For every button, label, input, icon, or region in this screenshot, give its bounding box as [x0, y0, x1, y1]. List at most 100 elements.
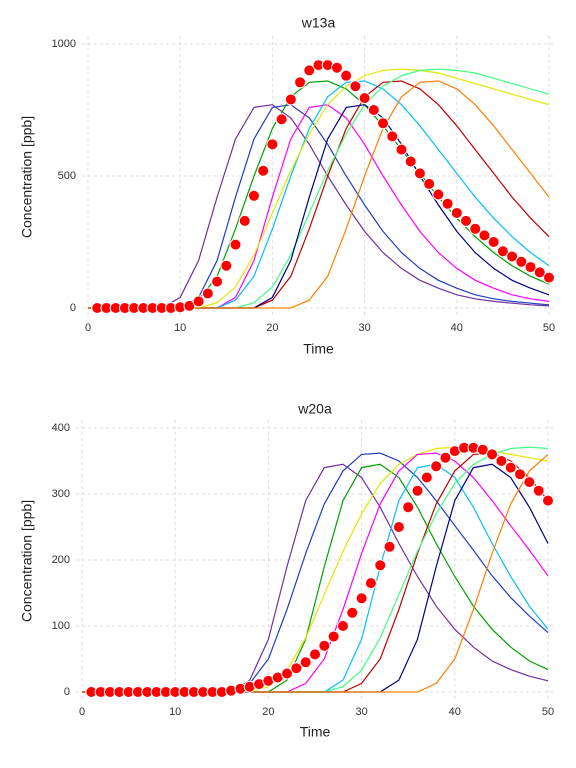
- data-point: [395, 143, 408, 156]
- data-point: [542, 494, 554, 507]
- data-point: [229, 238, 242, 251]
- data-point: [523, 476, 536, 489]
- data-point: [281, 667, 294, 680]
- data-point: [309, 648, 321, 661]
- y-tick-label: 400: [52, 422, 70, 434]
- x-tick-label: 50: [543, 322, 555, 334]
- data-point: [355, 592, 368, 605]
- data-point: [327, 630, 340, 643]
- y-tick-label: 100: [52, 620, 70, 632]
- curve: [88, 80, 550, 309]
- curve: [88, 68, 550, 309]
- curve: [88, 80, 550, 309]
- data-point: [275, 113, 288, 126]
- data-point: [411, 484, 424, 497]
- x-tick-label: 40: [449, 706, 461, 718]
- data-point: [294, 76, 307, 89]
- x-tick-label: 40: [451, 322, 463, 334]
- x-tick-label: 0: [79, 706, 85, 718]
- data-point: [340, 69, 353, 82]
- data-point: [504, 461, 517, 474]
- data-point: [460, 214, 473, 227]
- data-point: [506, 250, 519, 263]
- x-tick-label: 10: [169, 706, 181, 718]
- data-point: [299, 656, 312, 669]
- data-point: [413, 167, 426, 180]
- data-point: [543, 271, 555, 284]
- data-point: [441, 197, 454, 210]
- y-tick-label: 0: [64, 686, 70, 698]
- curve: [88, 80, 550, 309]
- y-tick-label: 0: [70, 302, 76, 314]
- data-point: [374, 559, 387, 572]
- curve: [88, 80, 550, 309]
- data-point: [257, 164, 270, 177]
- x-tick-label: 30: [358, 322, 370, 334]
- data-point: [211, 275, 224, 288]
- data-point: [290, 662, 303, 675]
- data-point: [377, 117, 390, 130]
- data-point: [364, 577, 377, 590]
- data-point: [450, 206, 463, 219]
- data-point: [423, 177, 436, 190]
- y-axis-label: Concentration [ppb]: [19, 500, 35, 622]
- lines: [88, 68, 550, 309]
- data-point: [201, 287, 214, 300]
- y-tick-label: 200: [52, 554, 70, 566]
- curve: [88, 104, 550, 309]
- x-tick-label: 30: [355, 706, 367, 718]
- data-point: [469, 222, 482, 235]
- y-tick-label: 300: [52, 488, 70, 500]
- data-point: [266, 138, 279, 151]
- data-point: [420, 471, 433, 484]
- data-point: [346, 606, 359, 619]
- curve: [88, 68, 550, 309]
- data-point: [367, 104, 380, 116]
- data-point: [192, 295, 205, 308]
- data-point: [330, 61, 343, 74]
- data-point: [303, 64, 316, 77]
- data-point: [487, 236, 500, 248]
- x-tick-label: 50: [542, 706, 554, 718]
- y-tick-label: 1000: [52, 38, 76, 50]
- data-point: [432, 188, 445, 201]
- curve: [88, 104, 550, 309]
- x-tick-label: 10: [174, 322, 186, 334]
- curve: [88, 104, 550, 309]
- data-point: [514, 468, 527, 481]
- data-point: [383, 540, 396, 553]
- x-axis-label: Time: [300, 724, 331, 740]
- data-point: [386, 130, 399, 143]
- data-point: [430, 460, 443, 473]
- data-point: [478, 229, 491, 242]
- chart-title: w13a: [301, 15, 336, 31]
- data-point: [439, 451, 452, 464]
- data-point: [532, 484, 545, 497]
- data-point: [247, 189, 260, 202]
- data-point: [495, 455, 508, 467]
- data-point: [392, 521, 405, 533]
- y-tick-label: 500: [58, 170, 76, 182]
- data-point: [402, 501, 415, 514]
- y-axis-label: Concentration [ppb]: [19, 116, 35, 238]
- data-point: [515, 255, 528, 268]
- data-point: [358, 92, 371, 105]
- data-point: [404, 155, 417, 168]
- x-tick-label: 0: [85, 322, 91, 334]
- data-point: [318, 639, 331, 652]
- data-point: [496, 245, 509, 258]
- chart-title: w20a: [297, 401, 332, 417]
- data-point: [220, 259, 233, 272]
- data-point: [284, 93, 297, 106]
- data-point: [336, 620, 349, 632]
- data-point: [524, 261, 537, 274]
- data-point: [349, 80, 362, 93]
- x-tick-label: 20: [266, 322, 278, 334]
- data-point: [486, 448, 499, 461]
- x-tick-label: 20: [262, 706, 274, 718]
- data-point: [533, 266, 546, 279]
- data-point: [238, 214, 251, 227]
- curve: [88, 104, 550, 309]
- x-axis-label: Time: [303, 341, 334, 357]
